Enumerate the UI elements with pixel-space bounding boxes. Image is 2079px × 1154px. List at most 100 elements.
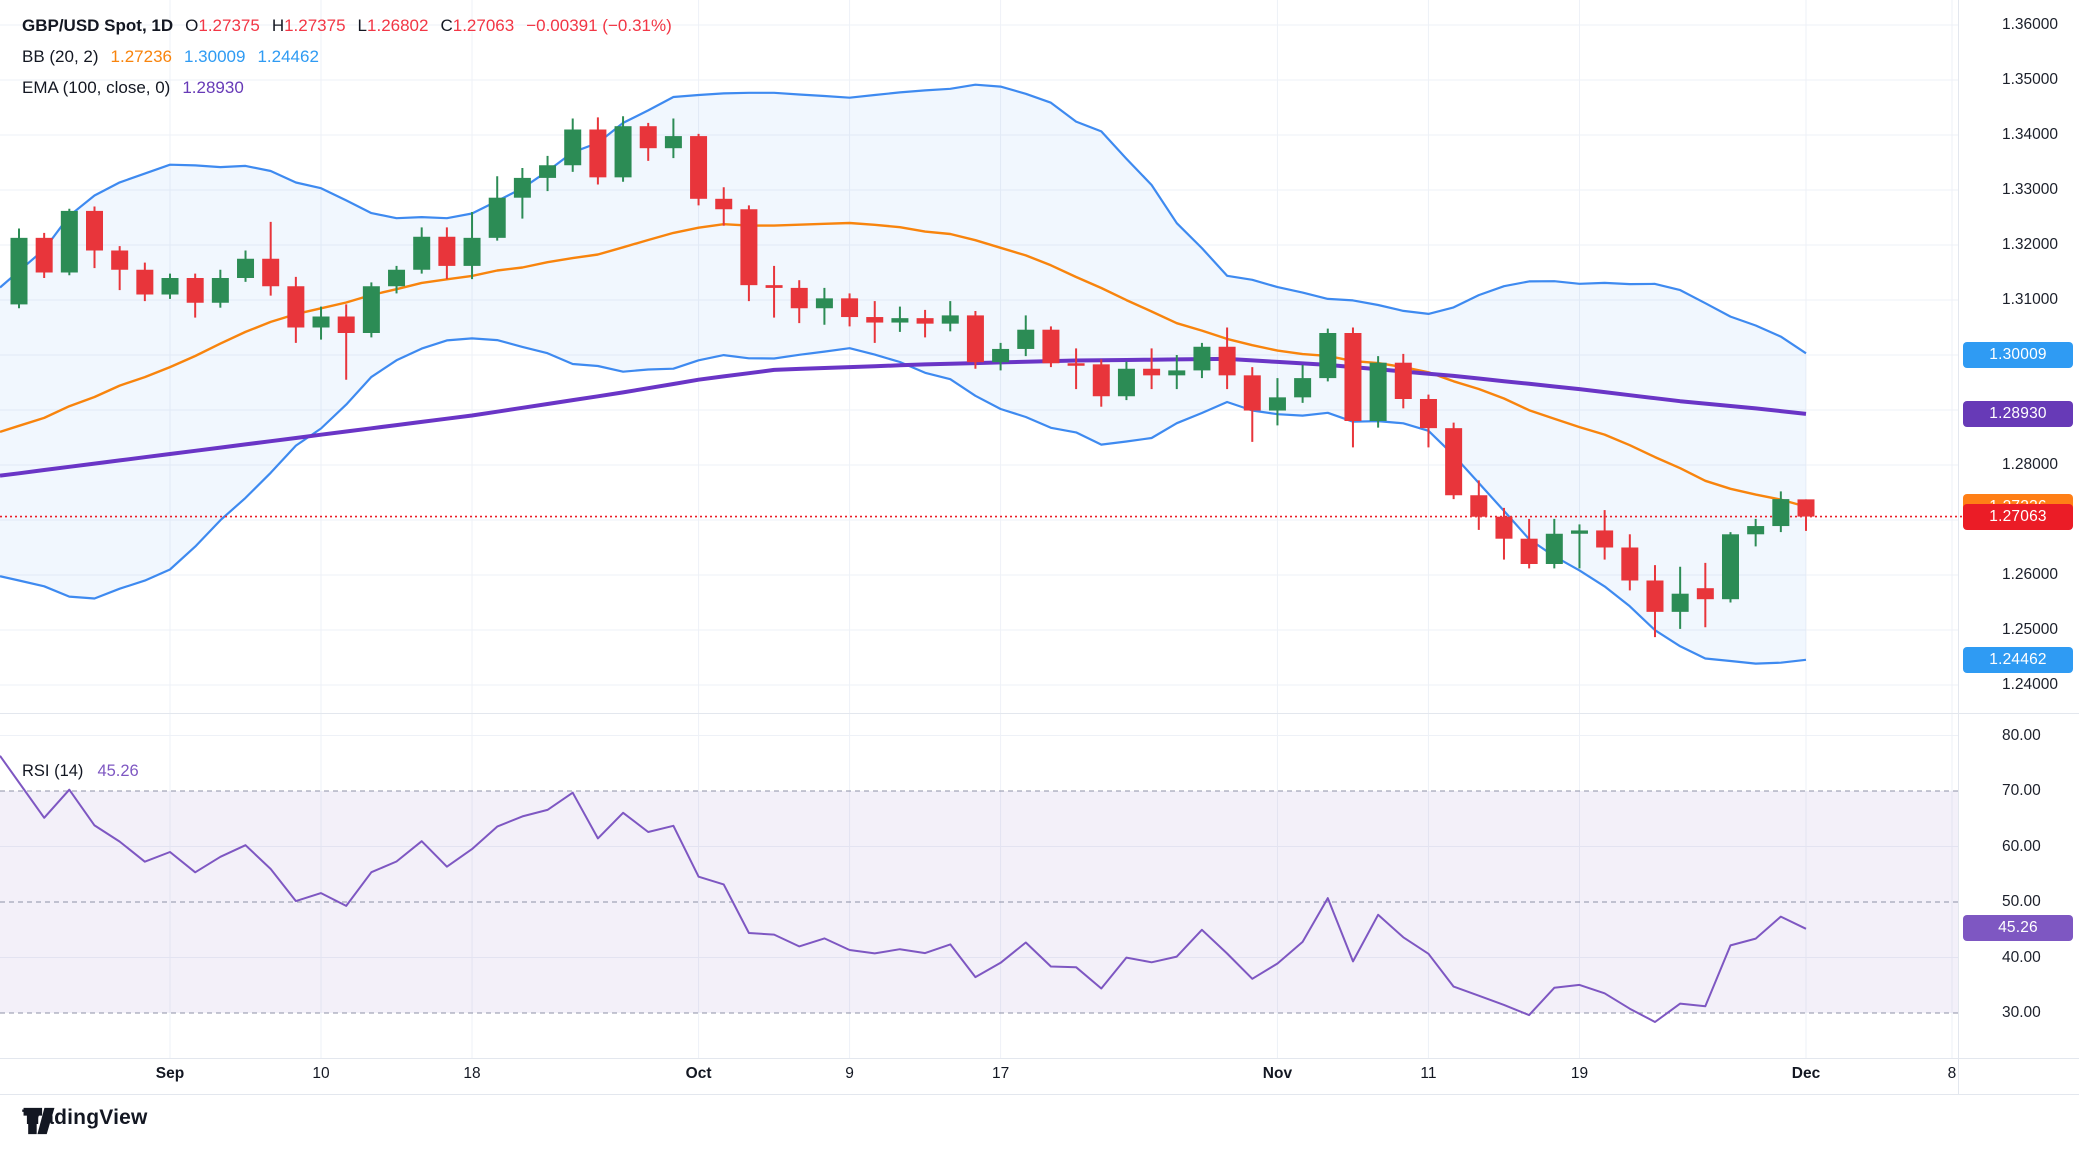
candle-body[interactable] bbox=[1747, 526, 1765, 535]
candle-body[interactable] bbox=[790, 287, 808, 309]
candle-body[interactable] bbox=[362, 286, 380, 333]
candle-body[interactable] bbox=[337, 316, 355, 334]
candle-body[interactable] bbox=[866, 317, 884, 323]
candle-body[interactable] bbox=[211, 278, 229, 303]
candle-body[interactable] bbox=[60, 210, 78, 273]
rsi-line[interactable] bbox=[0, 755, 1807, 1023]
candle-body[interactable] bbox=[1294, 378, 1312, 398]
time-axis-label: 18 bbox=[463, 1065, 481, 1082]
candle-body[interactable] bbox=[10, 237, 28, 305]
candle-body[interactable] bbox=[1369, 362, 1387, 421]
candle-body[interactable] bbox=[765, 285, 783, 288]
candle-body[interactable] bbox=[992, 348, 1010, 363]
candle-body[interactable] bbox=[287, 286, 305, 328]
candle-body[interactable] bbox=[1067, 363, 1085, 366]
candle-body[interactable] bbox=[1344, 333, 1362, 421]
candle-body[interactable] bbox=[1394, 362, 1412, 399]
candles-layer[interactable] bbox=[10, 116, 1815, 638]
candle-body[interactable] bbox=[463, 237, 481, 266]
candle-body[interactable] bbox=[564, 129, 582, 166]
candle-body[interactable] bbox=[1596, 530, 1614, 548]
candle-body[interactable] bbox=[1168, 370, 1186, 376]
legend-row-bb[interactable]: BB (20, 2) 1.27236 1.30009 1.24462 bbox=[22, 47, 672, 78]
time-axis-label: 11 bbox=[1420, 1065, 1437, 1082]
price-axis-label: 1.31000 bbox=[2002, 291, 2059, 308]
candle-body[interactable] bbox=[1017, 329, 1035, 349]
candle-body[interactable] bbox=[1721, 534, 1739, 600]
candle-body[interactable] bbox=[35, 237, 53, 273]
candle-body[interactable] bbox=[1545, 533, 1563, 564]
rsi-label: RSI (14) bbox=[22, 762, 84, 780]
candle-body[interactable] bbox=[1445, 428, 1463, 496]
candle-body[interactable] bbox=[715, 198, 733, 210]
candle-body[interactable] bbox=[513, 177, 531, 198]
candle-body[interactable] bbox=[1319, 333, 1337, 379]
candle-body[interactable] bbox=[815, 298, 833, 309]
tradingview-logo[interactable]: TradingView bbox=[22, 1106, 148, 1135]
symbol-title: GBP/USD Spot, 1D bbox=[22, 16, 174, 35]
candle-body[interactable] bbox=[941, 315, 959, 324]
candle-body[interactable] bbox=[1092, 364, 1110, 397]
candle-body[interactable] bbox=[111, 250, 129, 270]
candle-body[interactable] bbox=[740, 209, 758, 286]
candle-body[interactable] bbox=[1143, 368, 1161, 376]
price-axis-label: 1.33000 bbox=[2002, 181, 2059, 198]
candle-body[interactable] bbox=[312, 316, 330, 328]
candle-body[interactable] bbox=[1495, 516, 1513, 539]
rsi-axis-label: 50.00 bbox=[2002, 893, 2041, 910]
candle-body[interactable] bbox=[966, 315, 984, 363]
ema-label: EMA (100, close, 0) bbox=[22, 78, 171, 97]
candle-body[interactable] bbox=[1621, 547, 1639, 581]
rsi-legend[interactable]: RSI (14) 45.26 bbox=[22, 762, 139, 781]
ema-line[interactable] bbox=[0, 356, 1807, 478]
time-axis-label: 8 bbox=[1947, 1065, 1957, 1082]
candle-body[interactable] bbox=[1218, 346, 1236, 376]
candle-body[interactable] bbox=[413, 236, 431, 270]
candle-body[interactable] bbox=[161, 278, 179, 295]
candle-body[interactable] bbox=[1419, 399, 1437, 429]
price-axis-label: 1.25000 bbox=[2002, 621, 2059, 638]
candle-body[interactable] bbox=[1243, 375, 1261, 411]
candle-body[interactable] bbox=[690, 136, 708, 199]
price-badge: 1.24462 bbox=[1963, 646, 2073, 673]
ohlc-open: O1.27375 bbox=[185, 16, 260, 35]
candle-body[interactable] bbox=[639, 126, 657, 149]
candle-body[interactable] bbox=[891, 318, 909, 323]
candle-body[interactable] bbox=[1042, 329, 1060, 364]
rsi-axis-label: 60.00 bbox=[2002, 837, 2041, 855]
time-axis-label: 10 bbox=[312, 1065, 330, 1082]
candle-body[interactable] bbox=[614, 126, 632, 178]
candle-body[interactable] bbox=[1772, 499, 1790, 527]
candle-body[interactable] bbox=[664, 136, 682, 149]
candle-body[interactable] bbox=[1520, 538, 1538, 564]
candle-body[interactable] bbox=[262, 258, 280, 287]
candle-body[interactable] bbox=[1570, 530, 1588, 534]
candle-body[interactable] bbox=[186, 278, 204, 303]
candle-body[interactable] bbox=[86, 210, 104, 251]
legend-row-ema[interactable]: EMA (100, close, 0) 1.28930 bbox=[22, 78, 672, 109]
candle-body[interactable] bbox=[1671, 593, 1689, 612]
ohlc-high: H1.27375 bbox=[271, 16, 346, 35]
candle-body[interactable] bbox=[539, 165, 557, 178]
candle-body[interactable] bbox=[136, 269, 154, 295]
candle-body[interactable] bbox=[1797, 499, 1815, 517]
candle-body[interactable] bbox=[1268, 397, 1286, 411]
legend-row-symbol[interactable]: GBP/USD Spot, 1D O1.27375 H1.27375 L1.26… bbox=[22, 16, 672, 47]
candle-body[interactable] bbox=[1470, 495, 1488, 517]
candle-body[interactable] bbox=[388, 269, 406, 287]
candle-body[interactable] bbox=[916, 318, 934, 324]
price-badge: 1.28930 bbox=[1963, 400, 2073, 427]
bb-upper-line[interactable] bbox=[0, 83, 1807, 355]
candle-body[interactable] bbox=[1696, 588, 1714, 600]
candle-body[interactable] bbox=[488, 197, 506, 238]
candle-body[interactable] bbox=[1117, 368, 1135, 397]
candle-body[interactable] bbox=[438, 236, 456, 266]
candle-body[interactable] bbox=[589, 129, 607, 178]
candle-body[interactable] bbox=[841, 298, 859, 318]
candle-body[interactable] bbox=[1646, 580, 1664, 612]
candle-body[interactable] bbox=[1193, 346, 1211, 371]
candle-body[interactable] bbox=[237, 258, 255, 278]
rsi-axis-label: 70.00 bbox=[2002, 782, 2041, 799]
